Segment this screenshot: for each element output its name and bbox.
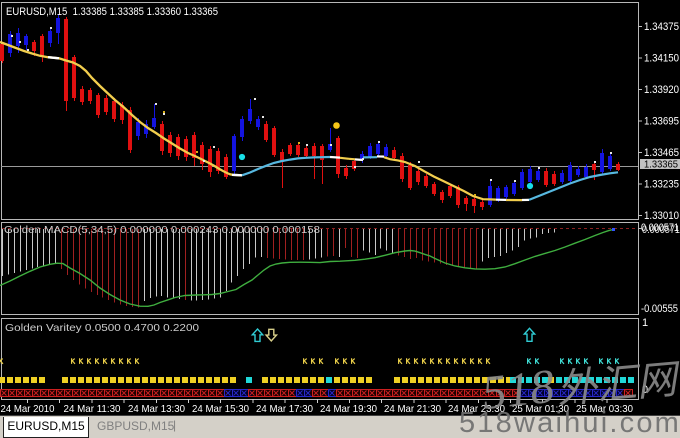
svg-text:外汇网: 外汇网 — [555, 357, 680, 412]
svg-text:1.33695: 1.33695 — [644, 116, 679, 128]
svg-text:1.33465: 1.33465 — [644, 147, 679, 159]
svg-text:518: 518 — [480, 360, 557, 420]
svg-text:24 Mar 17:30: 24 Mar 17:30 — [256, 403, 313, 415]
svg-text:25 Mar 03:30: 25 Mar 03:30 — [576, 403, 633, 415]
svg-text:-0.00555: -0.00555 — [641, 303, 678, 315]
svg-text:1.33010: 1.33010 — [644, 210, 679, 222]
svg-text:Golden Varitey 0.0500 0.4700 0: Golden Varitey 0.0500 0.4700 0.2200 — [5, 322, 199, 334]
svg-text:24 Mar 23:30: 24 Mar 23:30 — [448, 403, 505, 415]
svg-text:0: 0 — [642, 384, 648, 396]
svg-text:0.000571: 0.000571 — [641, 222, 679, 234]
svg-text:Golden MACD(5,34,5) 0.000000 0: Golden MACD(5,34,5) 0.000000 0.000243 0.… — [4, 224, 320, 236]
svg-text:1.33235: 1.33235 — [644, 179, 679, 191]
svg-text:24 Mar 2010: 24 Mar 2010 — [1, 403, 55, 415]
svg-text:24 Mar 13:30: 24 Mar 13:30 — [128, 403, 185, 415]
svg-text:1: 1 — [642, 317, 648, 329]
svg-text:1.34150: 1.34150 — [644, 53, 679, 65]
svg-text:24 Mar 11:30: 24 Mar 11:30 — [64, 403, 121, 415]
svg-text:24 Mar 21:30: 24 Mar 21:30 — [384, 403, 441, 415]
svg-text:1.34375: 1.34375 — [644, 21, 679, 33]
svg-text:24 Mar 19:30: 24 Mar 19:30 — [320, 403, 377, 415]
svg-text:EURUSD,M15 1.33385 1.33385 1.: EURUSD,M15 1.33385 1.33385 1.33360 1.333… — [6, 6, 218, 18]
svg-text:24 Mar 15:30: 24 Mar 15:30 — [192, 403, 249, 415]
svg-text:0.000571: 0.000571 — [642, 224, 680, 236]
svg-text:1.33365: 1.33365 — [644, 159, 678, 171]
svg-text:1.33920: 1.33920 — [644, 84, 679, 96]
svg-text:25 Mar 01:30: 25 Mar 01:30 — [512, 403, 569, 415]
